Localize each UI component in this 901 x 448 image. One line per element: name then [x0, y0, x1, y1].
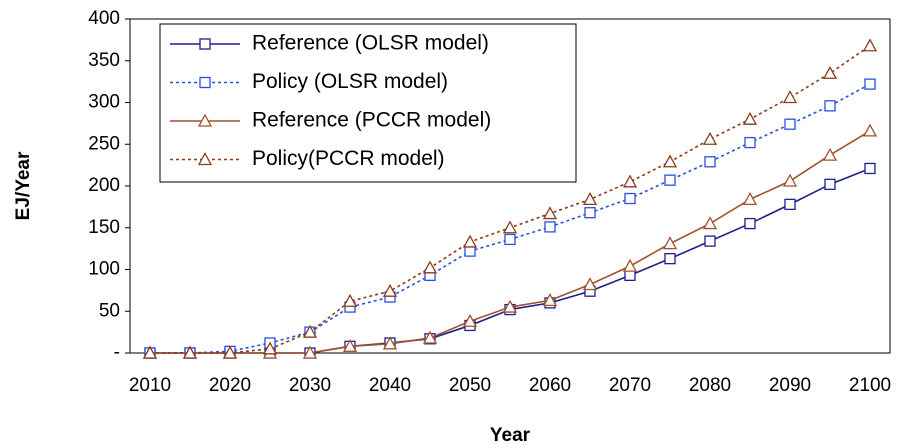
- point: [862, 38, 878, 52]
- point: [502, 220, 518, 234]
- point: [502, 299, 518, 313]
- point: [582, 277, 598, 291]
- point: [664, 174, 676, 186]
- point: [582, 192, 598, 206]
- legend-label: Reference (OLSR model): [252, 32, 489, 55]
- point: [742, 111, 758, 125]
- point: [624, 269, 636, 281]
- legend-marker: [199, 76, 211, 89]
- x-tick-label: 2060: [529, 375, 571, 396]
- y-tick-label: 50: [99, 300, 120, 321]
- point: [864, 78, 876, 90]
- x-tick-label: 2040: [369, 375, 411, 396]
- legend-marker: [197, 152, 213, 166]
- x-axis-title: Year: [490, 425, 531, 446]
- point: [702, 216, 718, 230]
- point: [624, 192, 636, 205]
- point: [342, 338, 358, 352]
- legend-marker: [199, 38, 211, 50]
- point: [702, 131, 718, 145]
- x-tick-label: 2030: [289, 375, 331, 396]
- point: [302, 324, 318, 338]
- point: [382, 336, 398, 350]
- point: [222, 345, 238, 359]
- point: [142, 345, 158, 359]
- point: [784, 198, 796, 211]
- series-line: [150, 167, 871, 354]
- point: [542, 206, 558, 220]
- x-tick-label: 2100: [849, 375, 891, 396]
- legend-label: Policy (OLSR model): [252, 70, 448, 93]
- point: [382, 283, 398, 297]
- legend-label: Reference (PCCR model): [252, 109, 491, 132]
- point: [182, 345, 198, 359]
- point: [822, 65, 838, 79]
- point: [622, 174, 638, 188]
- y-tick-label: 100: [88, 259, 120, 280]
- point: [824, 100, 836, 112]
- y-tick-label: 350: [88, 50, 120, 71]
- point: [662, 236, 678, 250]
- y-tick-label: 150: [88, 217, 120, 238]
- point: [864, 162, 876, 175]
- legend: Reference (OLSR model) Policy (OLSR model…: [159, 23, 577, 183]
- point: [664, 252, 676, 265]
- x-tick-label: 2050: [449, 375, 491, 396]
- point: [462, 313, 478, 327]
- legend-box: [159, 23, 577, 183]
- point: [544, 221, 556, 233]
- x-tick-label: 2090: [769, 375, 811, 396]
- y-tick-label: 200: [88, 175, 120, 196]
- legend-label: Policy(PCCR model): [252, 147, 445, 170]
- x-tick-label: 2070: [609, 375, 651, 396]
- y-tick-label: 250: [88, 133, 120, 154]
- point: [704, 156, 716, 168]
- point: [744, 217, 756, 230]
- point: [422, 260, 438, 274]
- x-tick-label: 2010: [129, 375, 171, 396]
- point: [542, 293, 558, 307]
- point: [422, 330, 438, 344]
- y-tick-label: 400: [88, 8, 120, 29]
- y-axis-title: EJ/Year: [13, 151, 34, 220]
- point: [704, 235, 716, 247]
- point: [782, 90, 798, 104]
- point: [504, 233, 516, 246]
- point: [262, 341, 278, 355]
- point: [744, 136, 756, 149]
- point: [742, 192, 758, 206]
- x-tick-label: 2020: [209, 375, 251, 396]
- point: [462, 234, 478, 248]
- x-tick-label: 2080: [689, 375, 731, 396]
- y-tick-label: -: [114, 342, 120, 363]
- y-tick-label: 300: [88, 92, 120, 113]
- point: [782, 173, 798, 187]
- point: [824, 178, 836, 190]
- point: [862, 123, 878, 137]
- point: [302, 345, 318, 359]
- point: [584, 207, 596, 219]
- point: [464, 245, 476, 257]
- point: [622, 258, 638, 272]
- point: [784, 118, 796, 130]
- point: [822, 147, 838, 161]
- series: [142, 38, 878, 359]
- legend-marker: [197, 113, 213, 127]
- point: [662, 154, 678, 168]
- point: [342, 293, 358, 307]
